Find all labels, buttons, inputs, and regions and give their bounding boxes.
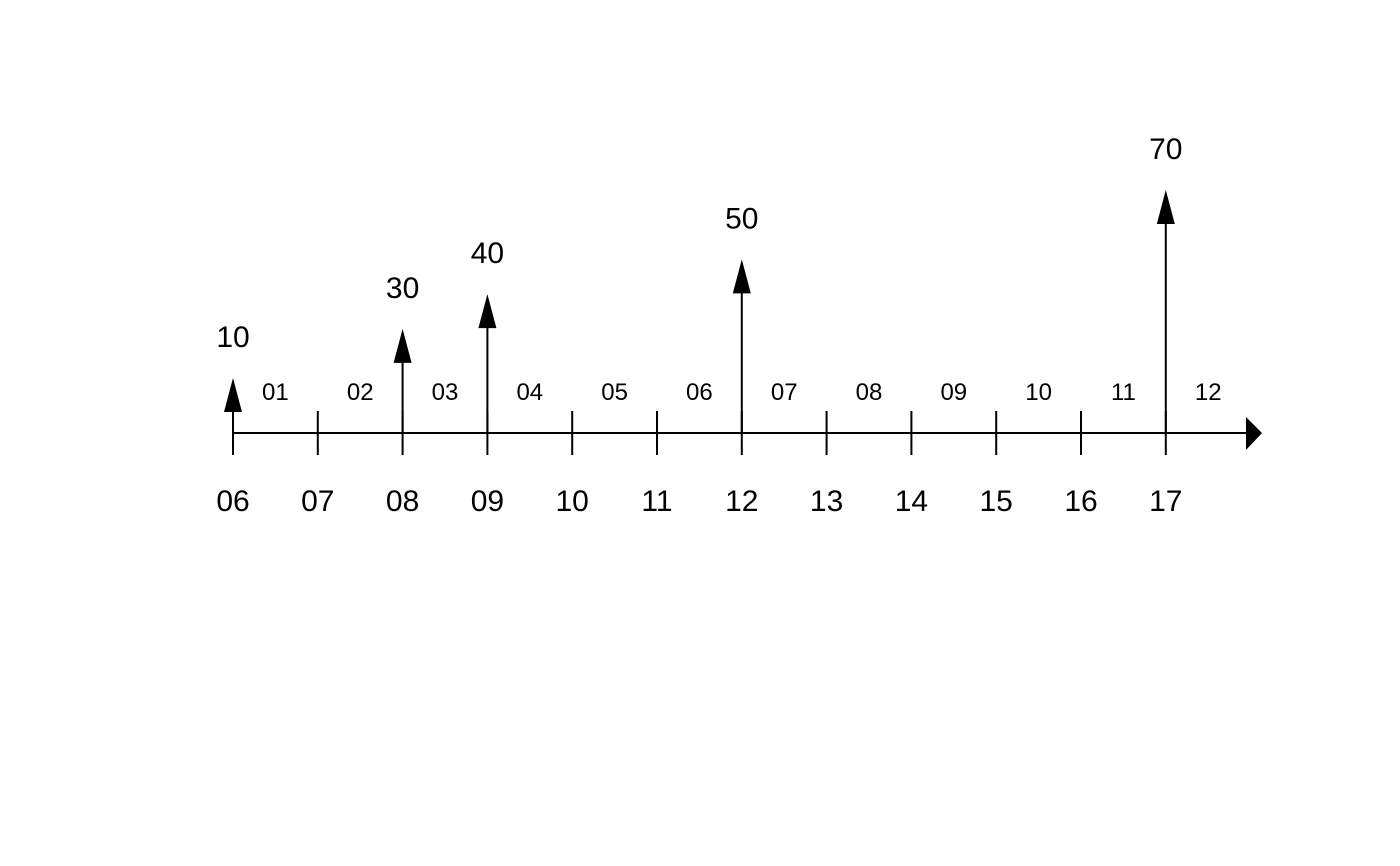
period-label: 12 (1195, 379, 1222, 406)
cash-flow-label: 10 (216, 321, 249, 354)
cash-flow-label: 50 (725, 202, 758, 235)
year-tick-label: 14 (895, 485, 928, 518)
period-label: 09 (940, 379, 967, 406)
cash-flow-arrowhead (224, 378, 242, 412)
year-tick-label: 12 (725, 485, 758, 518)
year-tick-label: 13 (810, 485, 843, 518)
year-tick-label: 16 (1064, 485, 1097, 518)
year-tick-label: 17 (1149, 485, 1182, 518)
timeline-axis-arrowhead (1246, 417, 1262, 450)
cash-flow-arrowhead (732, 259, 751, 294)
period-label: 02 (347, 379, 374, 406)
year-tick-label: 08 (386, 485, 419, 518)
period-label: 03 (432, 379, 459, 406)
period-label: 05 (601, 379, 628, 406)
cash-flow-arrows: 10 30 40 50 70 (216, 133, 1182, 433)
period-label: 07 (771, 379, 798, 406)
cash-flow-arrowhead (1156, 190, 1175, 224)
period-label: 10 (1025, 379, 1052, 406)
year-ticks: 06 07 08 09 10 11 12 13 14 15 16 17 (216, 411, 1182, 518)
period-labels: 01 02 03 04 05 06 07 08 09 10 11 12 (262, 379, 1222, 406)
period-label: 11 (1111, 379, 1136, 406)
cash-flow-arrowhead (393, 328, 412, 363)
period-label: 08 (856, 379, 883, 406)
year-tick-label: 11 (641, 485, 672, 518)
period-label: 06 (686, 379, 713, 406)
period-label: 04 (516, 379, 543, 406)
cash-flow-label: 40 (471, 237, 504, 270)
year-tick-label: 06 (216, 485, 249, 518)
period-label: 01 (262, 379, 289, 406)
cash-flow-label: 70 (1149, 133, 1182, 166)
year-tick-label: 10 (556, 485, 589, 518)
cash-flow-label: 30 (386, 272, 419, 305)
year-tick-label: 15 (980, 485, 1013, 518)
year-tick-label: 09 (471, 485, 504, 518)
cash-flow-arrowhead (478, 294, 497, 329)
year-tick-label: 07 (301, 485, 334, 518)
